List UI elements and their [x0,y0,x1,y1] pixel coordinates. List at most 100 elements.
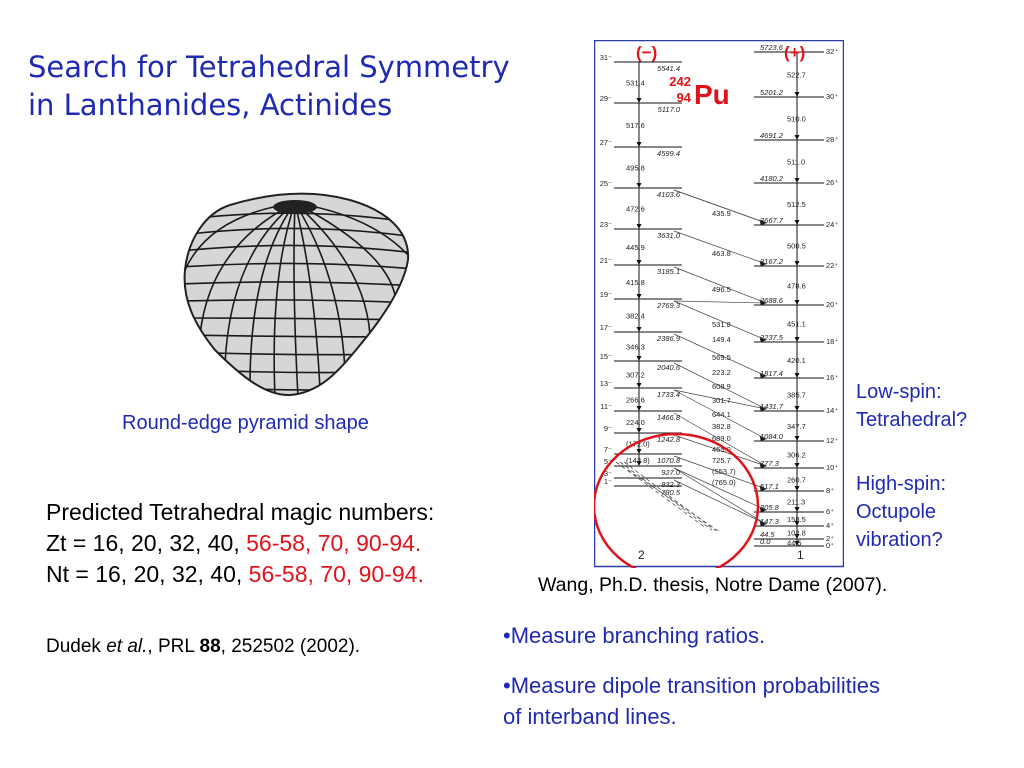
band2-arrowhead [636,383,642,388]
band1-gamma-label: 260.7 [787,476,806,485]
band1-spin-label: 24⁺ [826,220,838,229]
band1-spin-label: 16⁺ [826,373,838,382]
band2-gamma-label: 445.9 [626,243,645,252]
high-spin-note: High-spin: Octupole vibration? [856,470,946,554]
band1-spin-label: 14⁺ [826,406,838,415]
interband-arrowhead [759,485,767,492]
band1-arrowhead [794,541,800,546]
band1-energy-label: 1431.7 [760,402,784,411]
band1-arrowhead [794,507,800,512]
positive-band-parity: (+) [784,43,805,62]
interband-arrowhead [759,299,767,306]
interband-transition [673,479,767,525]
band1-energy-label: 5201.2 [760,88,784,97]
band2-arrowhead [636,183,642,188]
band1-spin-label: 32⁺ [826,47,838,56]
band1-arrowhead [794,406,800,411]
interband-transition [673,389,767,410]
interband-gamma-label: 463.8 [712,249,731,258]
band2-energy-label: 4599.4 [657,149,680,158]
interband-arrowhead [759,336,767,343]
interband-arrowhead [759,219,767,226]
band1-gamma-label: 385.7 [787,391,806,400]
band1-spin-label: 8⁺ [826,486,834,495]
low-spin-note: Low-spin: Tetrahedral? [856,378,967,434]
band1-spin-label: 20⁺ [826,300,838,309]
band1-gamma-label: 102.8 [787,529,806,538]
band2-spin-label: 13⁻ [600,379,612,388]
zt-line: Zt = 16, 20, 32, 40, 56-58, 70, 90-94. [46,528,434,559]
band1-energy-label: 1084.0 [760,432,784,441]
band1-energy-label: 3167.2 [760,257,784,266]
bullet-dipole-line-2: of interband lines. [503,704,677,729]
band1-arrowhead [794,261,800,266]
band1-spin-label: 26⁺ [826,178,838,187]
band1-energy-label: 517.1 [760,482,779,491]
interband-gamma-label: (553.7) [712,467,736,476]
band1-arrowhead [794,220,800,225]
band2-energy-label: 4103.6 [657,190,681,199]
band2-gamma-label: 266.6 [626,396,645,405]
bullet-dipole-line-1: •Measure dipole transition probabilities [503,673,881,698]
band2-energy-label: 3631.0 [657,231,681,240]
interband-transition [673,266,767,304]
shape-caption: Round-edge pyramid shape [122,412,369,434]
band2-arrowhead [636,406,642,411]
band2-arrowhead [636,142,642,147]
band1-arrowhead [794,135,800,140]
element-symbol: Pu [694,79,730,110]
band2-energy-label: 2040.6 [656,363,681,372]
band2-arrowhead [636,461,642,466]
band1-energy-label: 777.3 [760,459,780,468]
band1-arrowhead [794,521,800,526]
interband-transition [673,434,767,467]
band2-energy-label: 927.0 [661,468,681,477]
nt-line: Nt = 16, 20, 32, 40, 56-58, 70, 90-94. [46,559,434,590]
band2-gamma-label: 415.8 [626,278,645,287]
band2-energy-label: 2769.3 [656,301,681,310]
band2-spin-label: 19⁻ [600,290,612,299]
band2-spin-label: 21⁻ [600,256,612,265]
band2-spin-label: 23⁻ [600,220,612,229]
band1-energy-label: 0.0 [760,537,771,546]
interband-transition [673,362,767,410]
band2-gamma-label: 495.8 [626,164,645,173]
band2-gamma-label: 224.0 [626,418,645,427]
band2-gamma-label: (172.0) [626,440,650,449]
band2-energy-label: 5117.0 [658,105,681,114]
interband-gamma-label: 608.9 [712,382,731,391]
band1-energy-label: 305.8 [760,503,780,512]
band1-gamma-label: 512.5 [787,200,806,209]
band1-energy-label: 4691.2 [760,131,784,140]
interband-gamma-label: 149.4 [712,335,731,344]
band1-energy-label: 5723.6 [760,43,784,52]
band1-arrowhead [794,486,800,491]
band2-arrowhead [636,449,642,454]
band2-gamma-label: 472.6 [626,205,645,214]
level-scheme-diagram: 31⁻5541.429⁻5117.027⁻4599.425⁻4103.623⁻3… [594,40,844,568]
interband-transition [673,230,767,265]
band1-arrowhead [794,92,800,97]
band2-energy-label: 1733.4 [657,390,680,399]
band1-gamma-label: 347.7 [787,422,806,431]
nucleus-label: 242 94 Pu [669,74,729,110]
band2-spin-label: 25⁻ [600,179,612,188]
band2-spin-label: 1⁻ [604,477,612,486]
band1-gamma-label: 478.6 [787,282,806,291]
tetrahedral-shape-image [183,192,410,397]
nt-highlight: 56-58, 70, 90-94. [248,561,424,587]
band2-arrowhead [636,294,642,299]
band2-spin-label: 31⁻ [600,53,612,62]
band1-energy-label: 2237.5 [759,333,784,342]
highlight-circle [594,432,760,568]
slide-title: Search for Tetrahedral Symmetry in Lanth… [28,48,588,124]
band2-spin-label: 7⁻ [604,445,612,454]
band1-energy-label: 3667.7 [760,216,784,225]
band-number-1: 1 [797,548,804,562]
interband-gamma-label: 644.1 [712,410,731,419]
band1-energy-label: 2688.6 [759,296,784,305]
interband-transition [673,467,767,525]
band1-energy-label: 4180.2 [760,174,784,183]
band2-spin-label: 15⁻ [600,352,612,361]
interband-gamma-label: 496.5 [712,285,731,294]
